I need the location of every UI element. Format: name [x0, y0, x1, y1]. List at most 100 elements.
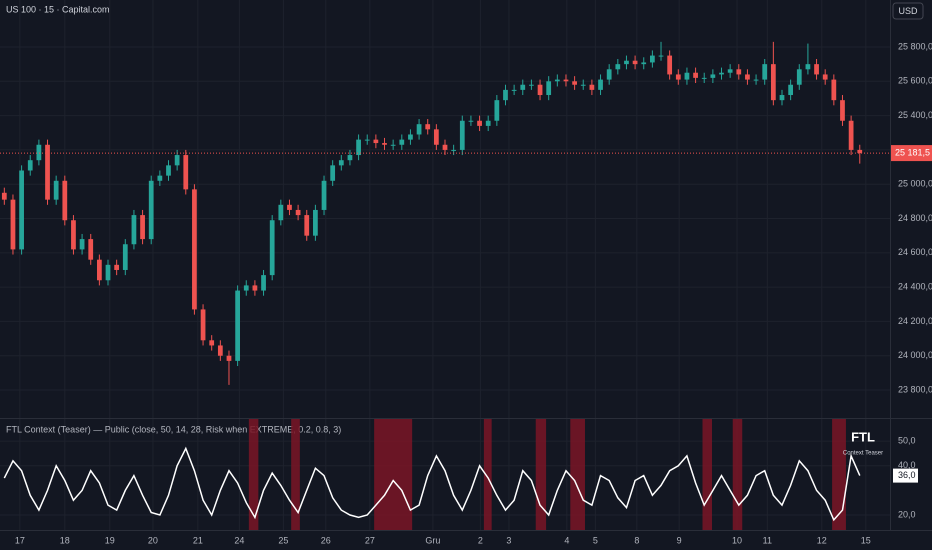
candle-body [399, 139, 405, 145]
candle-body [563, 79, 569, 82]
currency-label[interactable]: USD [898, 6, 918, 16]
annotation: Context Teaser [843, 451, 883, 457]
candle-body [753, 79, 759, 81]
y-tick-label: 25 600,0 [898, 76, 932, 86]
candle-body [615, 64, 621, 70]
candle-body [632, 60, 638, 65]
candle-body [278, 204, 284, 221]
candle-body [295, 209, 301, 216]
candle-body [79, 239, 85, 250]
y-tick-label: 23 800,0 [898, 384, 932, 394]
y-tick-label: 25 400,0 [898, 110, 932, 120]
candle-body [745, 74, 750, 80]
candle-body [442, 144, 448, 150]
candle-body [114, 264, 120, 270]
candle-body [122, 244, 128, 270]
last-value-box [893, 468, 918, 483]
candle-body [770, 64, 776, 101]
x-tick-label: 18 [60, 535, 70, 545]
candle-body [451, 149, 457, 151]
symbol-title: US 100 · 15 · Capital.com [6, 4, 110, 14]
candle-body [511, 89, 517, 91]
candle-body [537, 84, 543, 96]
x-tick-label: 15 [861, 535, 871, 545]
candle-body [304, 215, 310, 236]
candle-body [736, 69, 742, 75]
candle-body [19, 170, 24, 250]
x-tick-label: 20 [148, 535, 158, 545]
last-price-label: 25 181,5 [895, 147, 930, 157]
currency-button[interactable] [892, 2, 924, 20]
candle-body [96, 259, 102, 281]
y-tick-label: 24 600,0 [898, 247, 932, 257]
candle-body [364, 139, 370, 141]
x-tick-label: 27 [365, 535, 375, 545]
candle-body [503, 89, 508, 101]
candle-body [71, 220, 76, 250]
candle-body [684, 72, 690, 80]
candle-body [1, 192, 7, 200]
candle-body [269, 220, 275, 276]
candle-body [373, 139, 379, 144]
candle-body [598, 79, 603, 90]
candle-body [805, 64, 811, 70]
y-tick-label: 20,0 [898, 509, 916, 519]
x-tick-label: 9 [677, 535, 682, 545]
x-tick-label: 5 [593, 535, 598, 545]
x-tick-label: 21 [193, 535, 203, 545]
risk-zone [732, 419, 743, 530]
candle-body [788, 84, 794, 96]
x-tick-label: 3 [506, 535, 511, 545]
risk-zone [291, 419, 300, 530]
candle-body [27, 160, 33, 171]
candle-body [408, 134, 413, 140]
candle-body [580, 84, 586, 86]
indicator-title: FTL Context (Teaser) — Public (close, 50… [6, 424, 341, 434]
candle-body [848, 120, 854, 150]
candle-body [330, 165, 336, 181]
x-tick-label: Gru [425, 535, 440, 545]
candle-body [650, 55, 655, 63]
risk-zone [483, 419, 492, 530]
candle-body [779, 95, 785, 101]
candle-body [762, 64, 768, 80]
candle-body [494, 100, 500, 121]
candle-body [36, 144, 42, 161]
candle-body [45, 144, 50, 200]
candle-body [148, 180, 154, 240]
candle-body [287, 204, 292, 210]
risk-zone [702, 419, 712, 530]
candle-body [209, 340, 215, 346]
risk-zone [374, 419, 413, 530]
y-tick-label: 40,0 [898, 460, 916, 470]
candle-body [416, 124, 422, 135]
x-tick-label: 26 [321, 535, 331, 545]
candle-body [796, 69, 802, 85]
risk-zone [570, 419, 585, 530]
candle-body [719, 72, 724, 75]
candle-body [192, 189, 197, 310]
x-tick-label: 24 [234, 535, 244, 545]
candle-body [857, 149, 863, 154]
candle-body [641, 62, 647, 65]
candle-body [710, 74, 716, 78]
candle-body [62, 180, 68, 221]
y-tick-label: 50,0 [898, 436, 916, 446]
x-tick-label: 10 [732, 535, 742, 545]
candle-body [831, 79, 837, 101]
candle-body [675, 74, 681, 80]
candle-body [166, 165, 171, 176]
risk-zone [248, 419, 259, 530]
x-tick-label: 12 [817, 535, 827, 545]
candle-body [727, 69, 733, 73]
x-tick-label: 2 [478, 535, 483, 545]
candle-body [140, 215, 145, 240]
last-value-label: 36,0 [898, 470, 916, 480]
candle-body [347, 155, 353, 161]
candle-body [200, 309, 206, 341]
x-tick-label: 19 [105, 535, 115, 545]
last-price-box [891, 145, 932, 162]
annotation: FTL [851, 429, 875, 444]
